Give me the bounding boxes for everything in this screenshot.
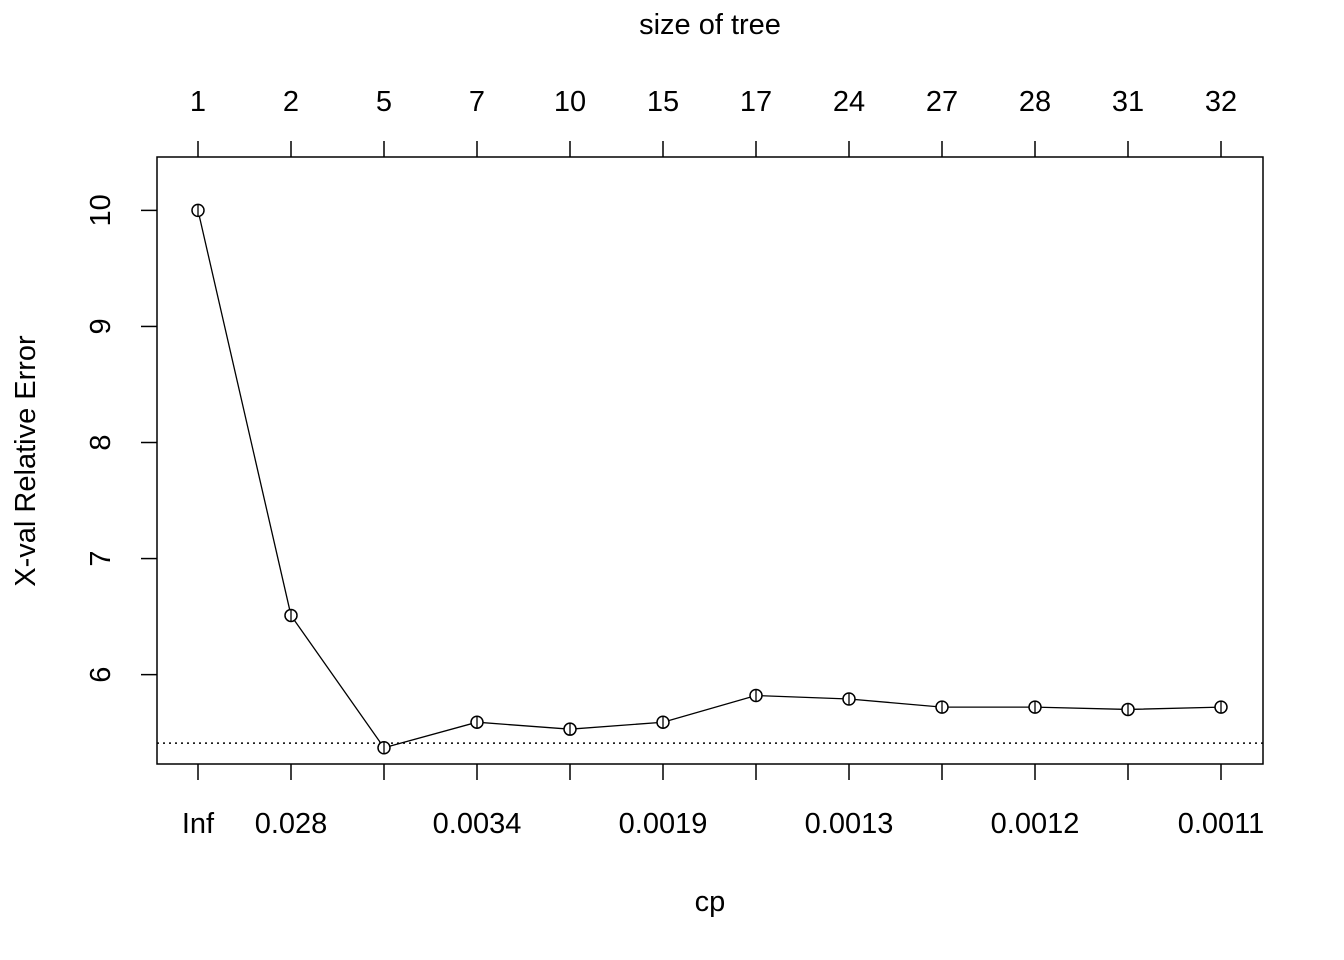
bottom-tick-label: 0.0013 — [805, 808, 894, 840]
x-axis-title: cp — [695, 886, 726, 918]
top-tick-label: 24 — [833, 86, 865, 118]
top-tick-label: 15 — [647, 86, 679, 118]
top-tick-label: 5 — [376, 86, 392, 118]
top-tick-label: 10 — [554, 86, 586, 118]
series-line — [197, 210, 1222, 749]
top-tick-label: 31 — [1112, 86, 1144, 118]
y-tick-label: 7 — [85, 551, 117, 567]
y-tick-label: 6 — [85, 667, 117, 683]
y-tick-label: 10 — [85, 194, 117, 226]
plot-frame — [156, 156, 1264, 765]
top-tick-label: 17 — [740, 86, 772, 118]
bottom-tick-label: 0.0011 — [1178, 808, 1265, 840]
y-tick-label: 8 — [85, 434, 117, 450]
top-tick-label: 32 — [1205, 86, 1237, 118]
top-tick-label: 27 — [926, 86, 958, 118]
y-axis-title: X-val Relative Error — [10, 335, 42, 587]
y-tick-label: 9 — [85, 318, 117, 334]
top-tick-label: 2 — [283, 86, 299, 118]
top-tick-label: 28 — [1019, 86, 1051, 118]
top-tick-label: 1 — [190, 86, 206, 118]
top-tick-label: 7 — [469, 86, 485, 118]
bottom-tick-label: 0.0019 — [619, 808, 708, 840]
bottom-tick-label: 0.028 — [255, 808, 328, 840]
bottom-tick-label: Inf — [182, 808, 215, 840]
bottom-tick-label: 0.0012 — [991, 808, 1080, 840]
top-axis-title: size of tree — [639, 9, 781, 41]
bottom-tick-label: 0.0034 — [433, 808, 522, 840]
chart-marks: 1 2 5 7 10 15 17 24 27 28 31 32 Inf 0.028 0.0034 0.0019… — [85, 86, 1264, 840]
